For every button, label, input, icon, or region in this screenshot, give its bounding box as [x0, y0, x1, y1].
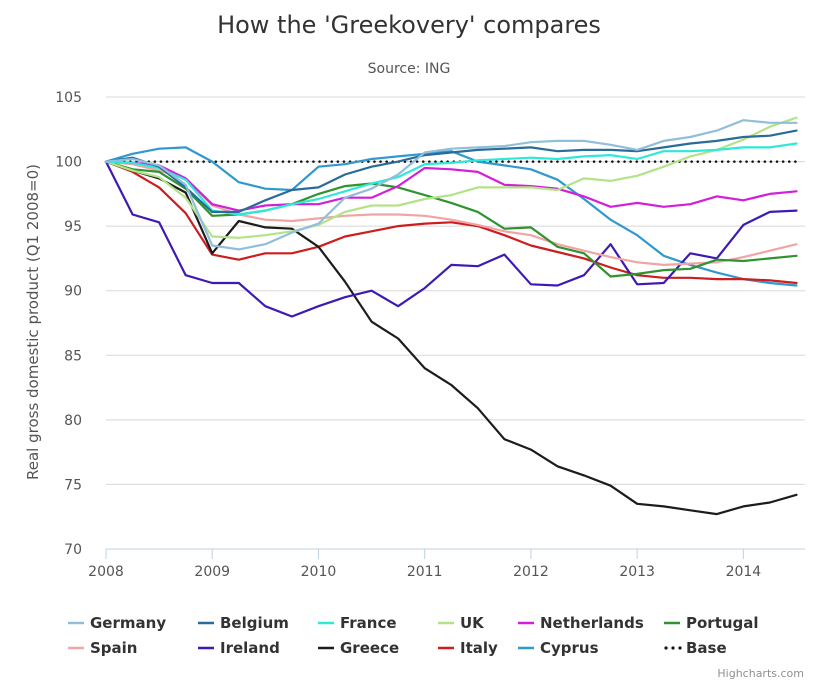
legend-item-ireland[interactable]: Ireland: [198, 639, 280, 657]
legend-swatch: [664, 646, 668, 650]
y-tick-label: 105: [55, 90, 82, 106]
y-tick-label: 95: [64, 219, 82, 235]
legend-swatch: [678, 646, 682, 650]
x-tick-label: 2013: [619, 564, 655, 580]
x-tick-label: 2009: [194, 564, 230, 580]
legend-item-germany[interactable]: Germany: [68, 614, 166, 632]
legend-label: Belgium: [220, 614, 289, 632]
legend-label: Netherlands: [540, 614, 644, 632]
y-tick-label: 90: [64, 284, 82, 300]
legend-label: France: [340, 614, 397, 632]
y-tick-label: 70: [64, 542, 82, 558]
x-tick-label: 2012: [513, 564, 549, 580]
y-tick-label: 80: [64, 413, 82, 429]
legend-item-france[interactable]: France: [318, 614, 397, 632]
x-axis: 2008 2009 2010 2011 2012 2013 2014: [88, 548, 805, 580]
legend-label: Greece: [340, 639, 399, 657]
legend-item-spain[interactable]: Spain: [68, 639, 137, 657]
legend-label: Ireland: [220, 639, 280, 657]
legend-item-uk[interactable]: UK: [438, 614, 485, 632]
series-line-greece[interactable]: [104, 160, 798, 516]
legend-item-cyprus[interactable]: Cyprus: [518, 639, 599, 657]
x-tick-label: 2011: [407, 564, 443, 580]
legend-label: Italy: [460, 639, 498, 657]
legend-label: Cyprus: [540, 639, 599, 657]
x-tick-label: 2010: [301, 564, 337, 580]
series-line-uk[interactable]: [104, 116, 798, 239]
y-tick-label: 100: [55, 155, 82, 171]
legend-item-italy[interactable]: Italy: [438, 639, 498, 657]
x-tick-label: 2008: [88, 564, 124, 580]
series-line-italy[interactable]: [104, 160, 798, 285]
legend: Germany Belgium France UK Netherlands Portuga…: [68, 614, 759, 657]
series-line-netherlands[interactable]: [104, 160, 798, 212]
chart-subtitle: Source: ING: [368, 61, 451, 77]
x-tick-label: 2014: [726, 564, 762, 580]
y-tick-label: 85: [64, 348, 82, 364]
chart-title: How the 'Greekovery' compares: [217, 11, 601, 39]
series-line-belgium[interactable]: [104, 129, 798, 213]
legend-item-greece[interactable]: Greece: [318, 639, 399, 657]
legend-item-belgium[interactable]: Belgium: [198, 614, 289, 632]
series-line-spain[interactable]: [104, 160, 798, 266]
y-tick-label: 75: [64, 477, 82, 493]
grid: [106, 96, 805, 550]
credits[interactable]: Highcharts.com: [717, 667, 804, 680]
legend-item-base[interactable]: Base: [664, 639, 727, 657]
legend-item-portugal[interactable]: Portugal: [664, 614, 759, 632]
legend-label: UK: [460, 614, 485, 632]
legend-label: Base: [686, 639, 727, 657]
legend-item-netherlands[interactable]: Netherlands: [518, 614, 644, 632]
y-axis: 70 75 80 85 90 95 100 105: [55, 90, 82, 558]
legend-label: Spain: [90, 639, 137, 657]
y-axis-label: Real gross domestic product (Q1 2008=0): [24, 164, 42, 480]
series-line-portugal[interactable]: [104, 160, 798, 278]
legend-swatch: [671, 646, 675, 650]
plot-area: [104, 116, 798, 516]
series-line-germany[interactable]: [104, 119, 798, 251]
legend-label: Portugal: [686, 614, 759, 632]
legend-label: Germany: [90, 614, 166, 632]
